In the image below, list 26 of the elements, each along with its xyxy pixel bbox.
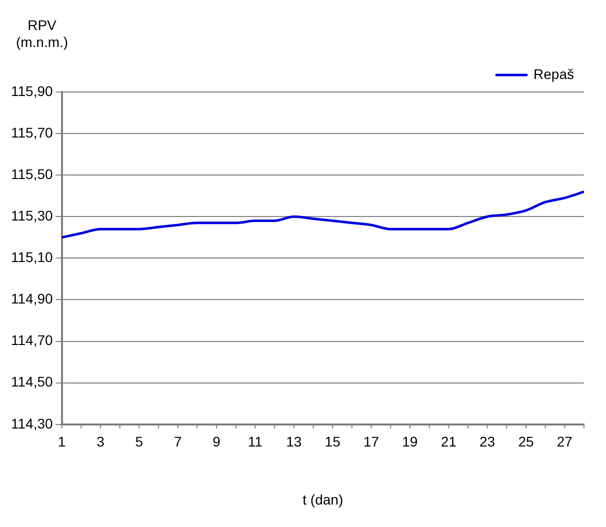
- y-tick-label: 114,90: [11, 290, 53, 307]
- x-tick-label: 1: [58, 434, 66, 450]
- x-tick-label: 23: [480, 434, 496, 450]
- x-tick-label: 9: [212, 434, 221, 450]
- x-tick-label: 15: [324, 434, 341, 450]
- x-tick-label: 5: [135, 434, 144, 450]
- y-axis-title: RPV (m.n.m.): [16, 16, 68, 50]
- y-tick-label: 114,50: [11, 374, 53, 390]
- x-tick-label: 17: [363, 434, 380, 450]
- y-tick-label: 114,70: [11, 332, 53, 348]
- x-tick-label: 3: [96, 434, 105, 450]
- x-tick-label: 11: [248, 434, 263, 450]
- x-tick-label: 13: [286, 434, 302, 450]
- x-tick-label: 27: [556, 434, 573, 450]
- x-tick-label: 25: [518, 434, 534, 450]
- y-tick-label: 115,70: [11, 124, 53, 140]
- y-tick-label: 115,10: [11, 249, 53, 266]
- x-axis-title: t (dan): [302, 491, 344, 508]
- y-tick-label: 115,30: [11, 208, 53, 224]
- y-tick-label: 115,90: [11, 82, 53, 99]
- legend-label: Repaš: [534, 66, 574, 82]
- x-tick-label: 21: [440, 434, 457, 450]
- y-tick-label: 114,30: [11, 415, 53, 432]
- y-tick-label: 115,50: [11, 166, 53, 182]
- x-tick-label: 19: [402, 434, 418, 450]
- x-tick-label: 7: [174, 434, 182, 450]
